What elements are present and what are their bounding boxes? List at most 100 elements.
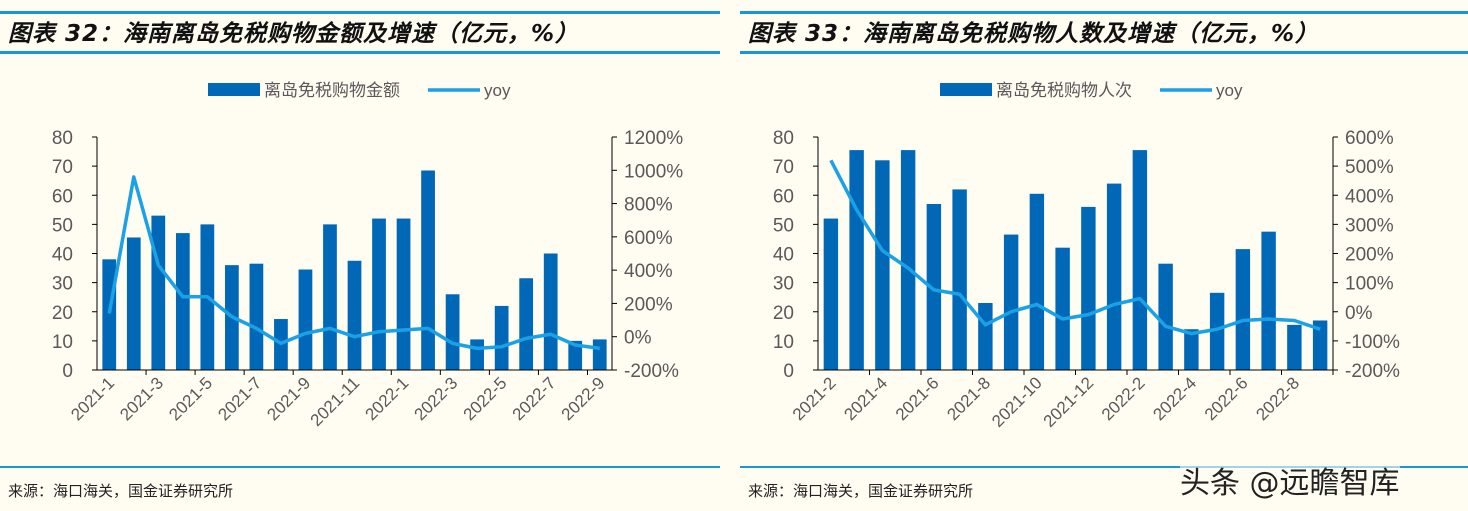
bar-2022-8 (1287, 324, 1302, 370)
bar-2021-11 (347, 260, 362, 370)
bar-2022-7 (543, 253, 558, 370)
left-tick-label: 10 (52, 332, 73, 353)
x-tick-label: 2022-5 (460, 373, 511, 424)
top-rule (740, 11, 1468, 14)
x-tick-label: 2022-7 (509, 373, 560, 424)
x-tick-label: 2021-10 (988, 373, 1046, 431)
x-tick-label: 2021-8 (943, 373, 994, 424)
bottom-rule (0, 466, 720, 468)
left-tick-label: 40 (773, 245, 794, 266)
bar-2022-1 (1106, 183, 1122, 370)
x-tick-label: 2021-2 (789, 373, 840, 424)
x-tick-label: 2021-6 (892, 373, 943, 424)
left-tick-label: 20 (52, 303, 73, 324)
left-tick-label: 10 (773, 332, 794, 353)
right-tick-label: 0% (1345, 303, 1373, 324)
bar-2021-12 (372, 218, 386, 370)
legend-bar-swatch (940, 83, 992, 96)
bar-2022-7 (1261, 231, 1276, 370)
bar-2021-1 (102, 259, 117, 370)
bar-2021-5 (900, 150, 916, 370)
bar-2021-2 (823, 218, 839, 370)
source-note: 来源：海口海关，国金证券研究所 (8, 482, 234, 500)
watermark: 头条 @远瞻智库 (1180, 458, 1400, 502)
chart-panel-33: 图表 33：海南离岛免税购物人数及增速（亿元，%） 离岛免税购物人次 yoy 0 10… (740, 0, 1468, 511)
legend-line-label: yoy (1216, 81, 1243, 100)
bar-2021-4 (875, 160, 890, 370)
bar-2022-4 (470, 339, 484, 370)
bar-2021-9 (1003, 234, 1019, 370)
chart-svg: 离岛免税购物金额 yoy 0 10 20 30 40 50 60 70 80 -200% 0% 200% 4… (52, 81, 683, 430)
bar-2022-6 (519, 278, 534, 370)
right-tick-label: 0% (624, 328, 652, 349)
top-rule (0, 11, 720, 14)
bar-2021-7 (952, 189, 967, 370)
legend-bar-swatch (208, 83, 260, 96)
bar-2022-8 (568, 340, 583, 370)
x-tick-label: 2022-6 (1201, 373, 1252, 424)
bar-2021-8 (978, 303, 993, 370)
chart-title: 图表 33：海南离岛免税购物人数及增速（亿元，%） (748, 21, 1320, 47)
right-tick-label: 400% (1345, 186, 1394, 207)
right-tick-label: 200% (624, 294, 673, 315)
bar-2022-9 (1312, 320, 1328, 370)
left-tick-label: 40 (52, 245, 73, 266)
bar-2022-3 (1158, 263, 1173, 370)
left-tick-label: 70 (773, 157, 794, 178)
right-tick-label: 1200% (624, 128, 683, 149)
right-tick-label: 100% (1345, 274, 1394, 295)
bar-2022-4 (1184, 329, 1199, 370)
left-tick-label: 60 (773, 186, 794, 207)
x-tick-label: 2021-7 (214, 373, 265, 424)
left-tick-label: 50 (52, 215, 73, 236)
title-rule (0, 51, 720, 54)
right-tick-label: -100% (1345, 332, 1400, 353)
chart-svg: 离岛免税购物人次 yoy 0 10 20 30 40 50 60 70 80 -200% -100% 0%… (773, 81, 1400, 431)
bar-2021-7 (249, 263, 264, 370)
left-tick-label: 80 (52, 128, 73, 149)
chart-title: 图表 32：海南离岛免税购物金额及增速（亿元，%） (8, 21, 580, 47)
left-tick-label: 30 (773, 274, 794, 295)
legend-bar-label: 离岛免税购物金额 (264, 81, 400, 100)
x-tick-label: 2021-3 (116, 373, 167, 424)
left-tick-label: 0 (62, 361, 73, 382)
right-tick-label: 1000% (624, 161, 683, 182)
left-tick-label: 70 (52, 157, 73, 178)
title-rule (740, 51, 1468, 54)
bar-2021-10 (323, 224, 337, 370)
bar-2022-2 (1132, 150, 1148, 370)
bar-2022-9 (592, 339, 607, 370)
bar-2022-6 (1235, 249, 1251, 370)
left-tick-label: 80 (773, 128, 794, 149)
bar-2022-5 (494, 305, 509, 370)
bar-2021-2 (126, 237, 141, 370)
bar-2021-3 (151, 215, 166, 370)
legend-bar-label: 离岛免税购物人次 (996, 81, 1132, 100)
bar-2021-6 (926, 203, 942, 370)
bar-2021-12 (1081, 206, 1096, 370)
right-tick-label: -200% (624, 361, 679, 382)
right-tick-label: 300% (1345, 215, 1394, 236)
bar-2021-9 (298, 269, 313, 370)
right-tick-label: -200% (1345, 361, 1400, 382)
x-tick-label: 2022-4 (1149, 373, 1200, 424)
source-note: 来源：海口海关，国金证券研究所 (748, 482, 974, 500)
x-tick-label: 2021-1 (67, 373, 118, 424)
left-tick-label: 0 (783, 361, 794, 382)
left-tick-label: 50 (773, 215, 794, 236)
x-tick-label: 2022-1 (362, 373, 413, 424)
right-tick-label: 800% (624, 195, 673, 216)
left-tick-label: 60 (52, 186, 73, 207)
x-tick-label: 2022-2 (1098, 373, 1149, 424)
bar-2022-2 (421, 170, 435, 370)
x-tick-label: 2022-9 (558, 373, 609, 424)
yoy-line (829, 159, 1321, 336)
bar-2022-3 (445, 294, 460, 370)
bar-2022-1 (396, 218, 411, 370)
bar-2021-3 (849, 150, 864, 370)
bar-2021-4 (175, 233, 190, 370)
x-tick-label: 2022-8 (1252, 373, 1303, 424)
x-tick-label: 2021-5 (165, 373, 216, 424)
legend-line-label: yoy (484, 81, 511, 100)
chart-panel-32: 图表 32：海南离岛免税购物金额及增速（亿元，%） 离岛免税购物金额 yoy 0 10… (0, 0, 720, 511)
